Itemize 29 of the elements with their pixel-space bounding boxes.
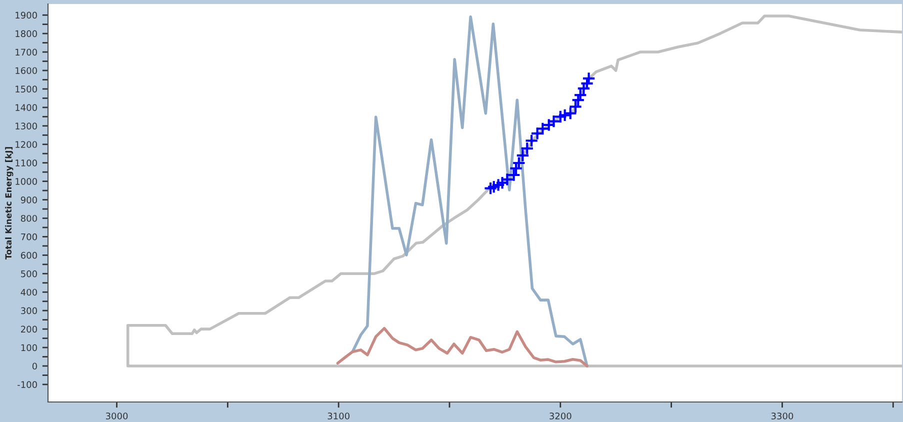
y-tick-label: 900	[20, 196, 37, 204]
line-series	[336, 326, 588, 368]
y-tick-label: 600	[20, 252, 37, 259]
y-tick-label: 800	[20, 214, 37, 222]
x-tick-label: 3200	[550, 412, 572, 420]
y-tick-label: 1100	[16, 160, 37, 166]
y-tick-label: 400	[20, 288, 37, 296]
x-tick-label: 3000	[106, 412, 128, 420]
x-tick-label: 3300	[771, 412, 794, 420]
y-tick-label: 1300	[16, 122, 37, 130]
y-tick-label: -100	[18, 381, 37, 388]
y-tick-label: 1200	[16, 141, 37, 148]
y-tick-label: 1800	[16, 30, 37, 38]
line-series	[351, 15, 588, 368]
y-tick-label: 300	[21, 307, 37, 314]
y-tick-label: 700	[21, 233, 37, 240]
y-tick-label: 1500	[16, 86, 37, 93]
x-tick-label: 3100	[328, 412, 350, 420]
y-axis-title: Total Kinetic Energy [kJ]	[5, 147, 14, 260]
y-tick-label: 1700	[16, 48, 37, 56]
y-tick-label: 500	[21, 270, 37, 278]
y-tick-label: 1000	[16, 178, 37, 185]
y-tick-label: 1600	[16, 67, 37, 74]
line-series	[126, 14, 902, 368]
y-tick-label: 1900	[16, 12, 37, 19]
y-tick-label: 200	[21, 326, 37, 333]
y-tick-label: 0	[32, 362, 37, 370]
y-tick-label: 100	[21, 344, 37, 352]
y-tick-label: 1400	[16, 104, 37, 111]
